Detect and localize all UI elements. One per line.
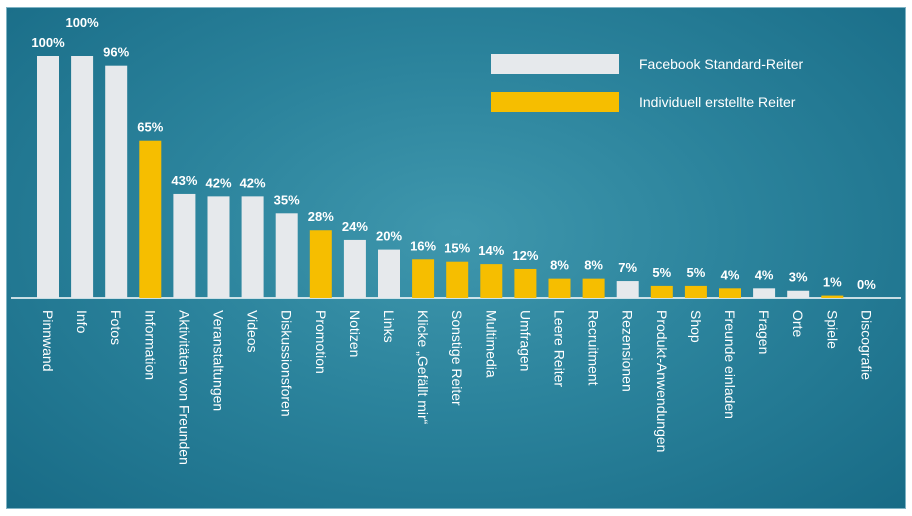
category-label-umfragen: Umfragen bbox=[517, 310, 533, 371]
value-label-videos: 42% bbox=[240, 175, 266, 190]
category-label-produkt-anwendungen: Produkt-Anwendungen bbox=[654, 310, 670, 452]
category-label-sonstige-reiter: Sonstige Reiter bbox=[449, 310, 465, 406]
legend: Facebook Standard-Reiter Individuell ers… bbox=[491, 54, 804, 112]
bar-produkt-anwendungen bbox=[650, 285, 673, 298]
bar-freunde-einladen bbox=[719, 288, 741, 298]
value-label-links: 20% bbox=[376, 229, 402, 244]
value-label-notizen: 24% bbox=[342, 219, 368, 234]
bar-promotion bbox=[309, 230, 332, 298]
bar-notizen bbox=[343, 239, 366, 298]
value-label-leere-reiter: 8% bbox=[550, 258, 569, 273]
category-label-shop: Shop bbox=[688, 310, 704, 343]
bar-orte bbox=[787, 290, 810, 298]
value-label-rezensionen: 7% bbox=[618, 260, 637, 275]
category-label-orte: Orte bbox=[790, 310, 806, 337]
bar-chart: 100%100% 96% 65% 43% 42% 42% 35% 28% 24% 20% 16% 15… bbox=[11, 15, 901, 465]
bar-rezensionen bbox=[616, 281, 639, 298]
bar-leere-reiter bbox=[548, 278, 571, 298]
bar-shop bbox=[684, 285, 707, 298]
value-label-promotion: 28% bbox=[308, 209, 334, 224]
category-label-aktivitaeten-von-freunden: Aktivitäten von Freunden bbox=[176, 310, 192, 465]
value-label-spiele: 1% bbox=[823, 275, 842, 290]
category-label-rezensionen: Rezensionen bbox=[620, 310, 636, 392]
category-label-links: Links bbox=[381, 310, 397, 343]
bar-klicke-gefaellt-mir bbox=[412, 259, 435, 298]
category-label-promotion: Promotion bbox=[313, 310, 329, 374]
bar-sonstige-reiter bbox=[446, 261, 469, 298]
category-label-notizen: Notizen bbox=[347, 310, 363, 357]
bar-spiele bbox=[821, 295, 844, 298]
category-label-klicke-gefaellt-mir: Klicke „Gefällt mir“ bbox=[415, 310, 431, 425]
legend-label-standard: Facebook Standard-Reiter bbox=[639, 56, 804, 72]
bar-umfragen bbox=[514, 268, 537, 298]
value-label-produkt-anwendungen: 5% bbox=[652, 265, 671, 280]
value-label-diskussionsforen: 35% bbox=[274, 192, 300, 207]
value-label-multimedia: 14% bbox=[478, 243, 504, 258]
value-label-fotos: 96% bbox=[103, 45, 129, 60]
category-label-recruitment: Recruitment bbox=[586, 310, 602, 386]
category-labels-group: Pinnwand Info Fotos Information Aktivitäten … bbox=[40, 310, 874, 465]
category-label-freunde-einladen: Freunde einladen bbox=[722, 310, 738, 419]
legend-swatch-standard bbox=[491, 54, 619, 74]
category-label-veranstaltungen: Veranstaltungen bbox=[211, 310, 227, 411]
value-label-aktivitaeten-von-freunden: 43% bbox=[171, 173, 197, 188]
category-label-videos: Videos bbox=[245, 310, 261, 353]
value-label-freunde-einladen: 4% bbox=[721, 267, 740, 282]
value-label-umfragen: 12% bbox=[512, 248, 538, 263]
category-label-multimedia: Multimedia bbox=[483, 310, 499, 378]
value-label-sonstige-reiter: 15% bbox=[444, 241, 470, 256]
bar-links bbox=[378, 249, 400, 298]
category-label-info: Info bbox=[74, 310, 90, 334]
bar-diskussionsforen bbox=[275, 213, 298, 298]
bar-veranstaltungen bbox=[207, 196, 230, 298]
value-label-orte: 3% bbox=[789, 270, 808, 285]
value-label-fragen: 4% bbox=[755, 267, 774, 282]
bars-group bbox=[37, 56, 844, 299]
legend-swatch-custom bbox=[491, 92, 619, 112]
category-label-spiele: Spiele bbox=[824, 310, 840, 349]
category-label-fotos: Fotos bbox=[108, 310, 124, 345]
bar-recruitment bbox=[582, 278, 605, 298]
bar-pinnwand bbox=[37, 56, 59, 298]
bar-fragen bbox=[753, 288, 776, 298]
bar-multimedia bbox=[480, 264, 503, 298]
value-label-discografie: 0% bbox=[857, 277, 876, 292]
bar-aktivitaeten-von-freunden bbox=[173, 193, 196, 298]
value-label-recruitment: 8% bbox=[584, 258, 603, 273]
value-label-pinnwand: 100% bbox=[31, 35, 65, 50]
bar-fotos bbox=[105, 65, 128, 299]
category-label-information: Information bbox=[142, 310, 158, 380]
bar-videos bbox=[241, 196, 264, 298]
chart-frame: 100% 100% 96% 65% 43% 42% 42% 35% 28% 24% 20% 16% 15… bbox=[6, 7, 906, 509]
bar-information bbox=[139, 140, 162, 298]
category-label-pinnwand: Pinnwand bbox=[40, 310, 56, 372]
value-label-information: 65% bbox=[137, 120, 163, 135]
category-label-discografie: Discografie bbox=[858, 310, 874, 380]
bar-info bbox=[71, 56, 94, 298]
legend-label-custom: Individuell erstellte Reiter bbox=[639, 94, 796, 110]
value-label-veranstaltungen: 42% bbox=[205, 175, 231, 190]
value-labels-group: 100%100% 96% 65% 43% 42% 42% 35% 28% 24% 20% 16% 15… bbox=[31, 15, 876, 292]
value-label-klicke-gefaellt-mir: 16% bbox=[410, 238, 436, 253]
category-label-diskussionsforen: Diskussionsforen bbox=[279, 310, 295, 417]
category-label-leere-reiter: Leere Reiter bbox=[552, 310, 568, 387]
category-label-fragen: Fragen bbox=[756, 310, 772, 354]
value-label-shop: 5% bbox=[687, 265, 706, 280]
value-label-info: 100% bbox=[65, 15, 99, 30]
